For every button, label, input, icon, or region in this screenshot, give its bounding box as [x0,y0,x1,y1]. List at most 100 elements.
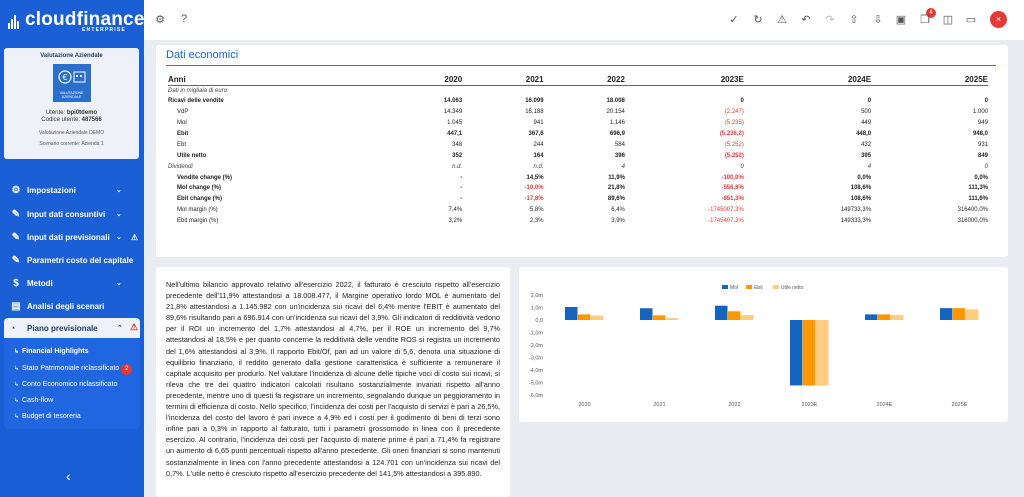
panel-icon[interactable]: ▭ [965,14,977,26]
nav-impostazioni[interactable]: ⚙ Impostazioni ⌄ [11,184,122,196]
nav-piano-previsionale-group: ◔ Piano previsionale ⌃ ⚠ ↳ Financial High… [4,318,140,429]
column-header: 2022 [607,74,625,84]
nav-input-previsionali[interactable]: ✎ Input dati previsionali ⌄ ⚠ [11,231,139,243]
legend-swatch [746,285,753,289]
chart-card: Mol Ebit Utile netto 2,0m 1,0m 0,0 -1,0m -2,0m -… [519,267,1008,422]
nav-piano-previsionale[interactable]: ◔ Piano previsionale ⌃ ⚠ [4,318,140,338]
nav-analisi-scenari[interactable]: ▤ Analisi degli scenari [11,300,105,312]
legend-swatch [772,285,779,289]
close-button[interactable]: × [990,11,1007,28]
table-cell: 0 [984,98,988,105]
x-tick-label: 2021 [653,402,665,408]
title-divider [166,65,996,66]
bar-ebit[interactable] [578,314,591,320]
row-label: Ebit [177,131,189,137]
table-cell: -851,3% [721,196,744,203]
legend-item[interactable]: Ebit [746,285,763,291]
chevron-down-icon: ⌄ [116,211,122,218]
bar-mol[interactable] [790,320,803,386]
nav-parametri[interactable]: ✎ Parametri costo del capitale [11,254,134,266]
table-cell: 449 [861,120,872,127]
row-label: Ebit margin (%) [177,218,219,225]
company-logo-text: VALUTAZIONE AZIENDALE [59,91,84,99]
bar-mol[interactable] [940,308,953,320]
legend-item[interactable]: Utile netto [772,285,804,291]
table-body: Dati in migliaia di euro Ricavi delle ven… [168,85,988,227]
row-label: Dividendi [168,163,193,170]
table-cell: -100,0% [721,174,744,181]
table-cell [462,85,543,96]
table-cell: -10,0% [524,185,544,192]
bar-ebit[interactable] [728,311,741,320]
table-cell: 0 [984,163,988,170]
subnav-conto-economico[interactable]: ↳ Conto Economico riclassificato [14,381,118,388]
row-label: Ricavi delle vendite [168,98,224,105]
table-cell: 14.063 [443,98,463,105]
table-cell: 89,6% [607,196,625,203]
table-cell: 500 [861,109,872,116]
subnav-budget-tesoreria[interactable]: ↳ Budget di tesoreria [14,413,81,420]
dollar-icon: $ [13,277,19,289]
table-row: Ebit change (%) - -17,8% 89,6% -851,3% 108,6%… [168,194,988,205]
table-cell: (5.252) [724,141,744,148]
table-cell: 5,8% [529,207,544,214]
bar-ebit[interactable] [803,320,816,386]
alert-icon[interactable]: ⚠ [777,14,787,26]
columns-icon[interactable]: ◫ [942,14,954,26]
bar-utile-netto[interactable] [891,315,904,320]
bar-ebit[interactable] [653,315,666,320]
legend-item[interactable]: Mol [722,285,738,291]
help-icon[interactable]: ? [180,13,188,25]
arrow-icon: ↳ [14,349,20,355]
table-cell: 0 [740,98,744,105]
undo-icon[interactable]: ↶ [801,14,811,26]
bar-ebit[interactable] [953,308,966,320]
table-cell: 352 [452,152,463,159]
table-row: Dati in migliaia di euro [168,85,988,96]
refresh-icon[interactable]: ↻ [753,14,763,26]
table-cell: 4 [867,163,872,170]
subnav-stato-patrimoniale[interactable]: ↳ Stato Patrimoniale riclassificato 2 [14,364,133,375]
settings-icon[interactable]: ⚙ [155,14,165,26]
save-icon[interactable]: ▣ [895,14,907,26]
bar-utile-netto[interactable] [816,320,829,386]
table-cell: 941 [533,120,544,127]
bar-utile-netto[interactable] [591,315,604,320]
bar-mol[interactable] [865,314,878,320]
x-tick-label: 2022 [728,402,740,408]
table-cell: - [460,196,463,203]
app-logo[interactable]: cloudfinance [8,8,145,32]
bar-mol[interactable] [715,305,728,320]
nav-metodi[interactable]: $ Metodi ⌄ [0,273,144,293]
bar-mol[interactable] [640,308,653,320]
column-header: 2020 [444,74,463,84]
bar-utile-netto[interactable] [741,315,754,320]
upload-icon[interactable]: ⇧ [849,14,859,26]
download-icon[interactable]: ⇩ [873,14,883,26]
legend-swatch [722,285,728,289]
bar-mol[interactable] [565,306,578,320]
table-cell [744,85,871,96]
subnav-cash-flow[interactable]: ↳ Cash-flow [14,397,54,404]
table-cell: - [460,185,463,192]
table-cell: 244 [533,141,544,148]
nav-input-consuntivi[interactable]: ✎ Input dati consuntivi ⌄ [11,208,122,220]
copy-icon[interactable]: ❐ [920,14,930,26]
table-cell: 111,3% [968,185,988,192]
table-cell: 1.146 [609,120,625,127]
legend-label: Mol [730,285,738,291]
row-label: Dati in migliaia di euro [168,87,228,94]
warning-icon: ⚠ [130,322,139,332]
table-cell: -556,8% [721,185,744,192]
y-tick-label: -1,0m [529,331,543,337]
check-icon[interactable]: ✓ [729,14,739,26]
bar-utile-netto[interactable] [666,317,679,320]
column-header: 2021 [525,74,544,84]
subnav-financial-highlights[interactable]: ↳ Financial Highlights [14,348,89,355]
table-cell: 108,6% [850,185,872,192]
table-cell: 584 [614,141,625,148]
bar-utile-netto[interactable] [966,309,979,320]
collapse-sidebar-button[interactable]: ‹ [66,468,71,484]
bar-ebit[interactable] [878,314,891,320]
table-cell: (5.236,2) [719,131,744,137]
